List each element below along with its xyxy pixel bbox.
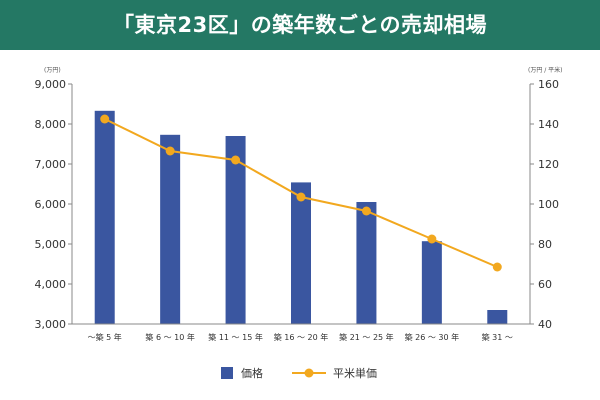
- left-tick-label: 7,000: [35, 158, 67, 171]
- legend: 価格 平米単価: [221, 366, 377, 380]
- bar: [291, 182, 311, 324]
- line-point: [296, 192, 306, 202]
- category-label: 築 6 ～ 10 年: [145, 332, 194, 342]
- bar: [356, 202, 377, 324]
- title-banner: [0, 0, 600, 50]
- right-tick-label: 120: [538, 158, 559, 171]
- left-tick-label: 4,000: [35, 278, 67, 291]
- left-tick-label: 6,000: [35, 198, 67, 211]
- left-tick-label: 9,000: [35, 78, 67, 91]
- line-point: [361, 206, 371, 216]
- bar: [160, 134, 181, 324]
- legend-swatch-bar: [221, 367, 233, 379]
- line-point: [231, 155, 241, 165]
- bar: [225, 136, 246, 324]
- right-tick-label: 100: [538, 198, 559, 211]
- right-tick-label: 160: [538, 78, 559, 91]
- right-tick-label: 140: [538, 118, 559, 131]
- line-point: [492, 262, 502, 272]
- category-label: 築 31 ～: [482, 332, 513, 342]
- line-series: [100, 114, 502, 272]
- category-label: 築 16 ～ 20 年: [274, 332, 329, 342]
- right-axis-unit: (万円 / 平米): [528, 66, 563, 74]
- category-label: 築 26 ～ 30 年: [405, 332, 460, 342]
- line-point: [100, 114, 110, 124]
- bar: [94, 110, 115, 324]
- left-tick-label: 3,000: [35, 318, 67, 331]
- legend-swatch-point: [304, 368, 314, 378]
- legend-label-unit-price: 平米単価: [333, 366, 377, 380]
- line-point: [165, 146, 175, 156]
- category-label: ～築 5 年: [88, 332, 122, 342]
- category-label: 築 21 ～ 25 年: [339, 332, 394, 342]
- left-axis-unit: (万円): [44, 67, 61, 74]
- combo-chart: 3,000 4,000 5,000 6,000 7,000 8,000 9,000 40 60 8…: [35, 66, 563, 380]
- bar: [487, 310, 508, 324]
- left-tick-label: 5,000: [35, 238, 67, 251]
- axis-labels: 3,000 4,000 5,000 6,000 7,000 8,000 9,000 40 60 8…: [35, 66, 563, 342]
- right-tick-label: 80: [538, 238, 552, 251]
- right-tick-label: 40: [538, 318, 552, 331]
- bar-series: [94, 110, 508, 324]
- legend-label-price: 価格: [241, 366, 263, 380]
- bar: [421, 241, 442, 324]
- line-point: [427, 234, 437, 244]
- category-label: 築 11 ～ 15 年: [208, 332, 263, 342]
- chart-title: 「東京23区」の築年数ごとの売却相場: [112, 13, 487, 37]
- left-tick-label: 8,000: [35, 118, 67, 131]
- axes: [68, 83, 534, 325]
- right-tick-label: 60: [538, 278, 552, 291]
